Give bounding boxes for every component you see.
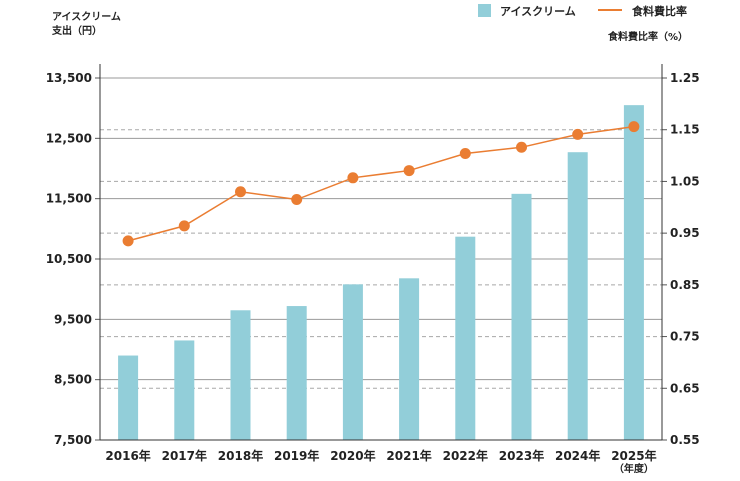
left-axis-title-line1: アイスクリーム [52,11,121,23]
right-axis-title: 食料費比率（%） [607,30,688,43]
ratio-point-2025年 [628,121,640,133]
x-tick-label: 2024年 [555,448,600,463]
right-tick-label: 0.75 [670,330,700,344]
legend-bar-swatch [478,4,491,17]
ratio-point-2020年 [347,172,359,184]
ratio-point-2018年 [235,186,246,198]
x-tick-label: 2025年 [611,448,656,463]
line-series [122,121,640,247]
ratio-line [127,125,635,242]
bar-2016年 [118,355,139,440]
right-gridlines [100,77,667,441]
x-tick-label: 2020年 [330,448,375,463]
bar-2020年 [342,284,363,440]
x-tick-label: 2017年 [162,448,207,463]
axes [99,64,663,441]
right-tick-label: 1.05 [670,174,700,188]
bar-2023年 [511,193,532,440]
left-tick-label: 9,500 [54,312,92,326]
x-tick-label: 2016年 [105,448,150,463]
right-tick-label: 1.15 [670,123,700,137]
bar-2024年 [567,152,588,440]
bar-2018年 [230,310,251,440]
left-tick-label: 11,500 [46,192,92,206]
bar-2017年 [174,340,195,440]
ratio-point-2023年 [516,141,527,153]
x-tick-label: 2019年 [274,448,319,463]
right-tick-label: 0.65 [670,381,700,395]
ratio-point-2022年 [459,148,471,160]
legend-bar-label: アイスクリーム [500,5,576,18]
right-tick-labels: 0.55 0.65 0.75 0.85 0.95 1.05 1.15 1.25 [670,71,700,447]
right-tick-label: 0.85 [670,278,700,292]
left-tick-label: 10,500 [46,252,92,266]
left-axis-title-line2: 支出（円） [51,24,102,37]
x-tick-label: 2018年 [218,448,263,463]
bar-series [118,105,644,441]
right-tick-label: 0.55 [670,433,700,447]
left-tick-labels: 7,500 8,500 9,500 10,500 11,500 12,500 13,500 [46,71,92,447]
left-tick-label: 12,500 [46,131,92,145]
left-tick-label: 7,500 [54,433,92,447]
x-tick-label: 2022年 [443,448,488,463]
ratio-point-2021年 [403,165,415,177]
bar-2019年 [286,306,307,440]
bar-2021年 [399,278,420,440]
left-tick-label: 8,500 [54,373,92,387]
ratio-point-2017年 [178,220,190,232]
x-tick-label: 2021年 [386,448,431,463]
x-axis-unit: （年度） [614,462,654,475]
ratio-point-2016年 [122,235,134,247]
legend-line-label: 食料費比率 [632,4,687,18]
left-tick-label: 13,500 [46,71,92,85]
right-tick-label: 0.95 [670,226,700,240]
right-tick-label: 1.25 [670,71,700,85]
bar-2022年 [455,236,476,440]
x-tick-label: 2023年 [499,448,544,463]
ratio-point-2024年 [572,128,584,140]
ratio-point-2019年 [291,194,303,206]
x-tick-labels: 2016年 2017年 2018年 2019年 2020年 2021年 2022年 2023年… [105,448,656,463]
bar-2025年 [623,105,644,441]
